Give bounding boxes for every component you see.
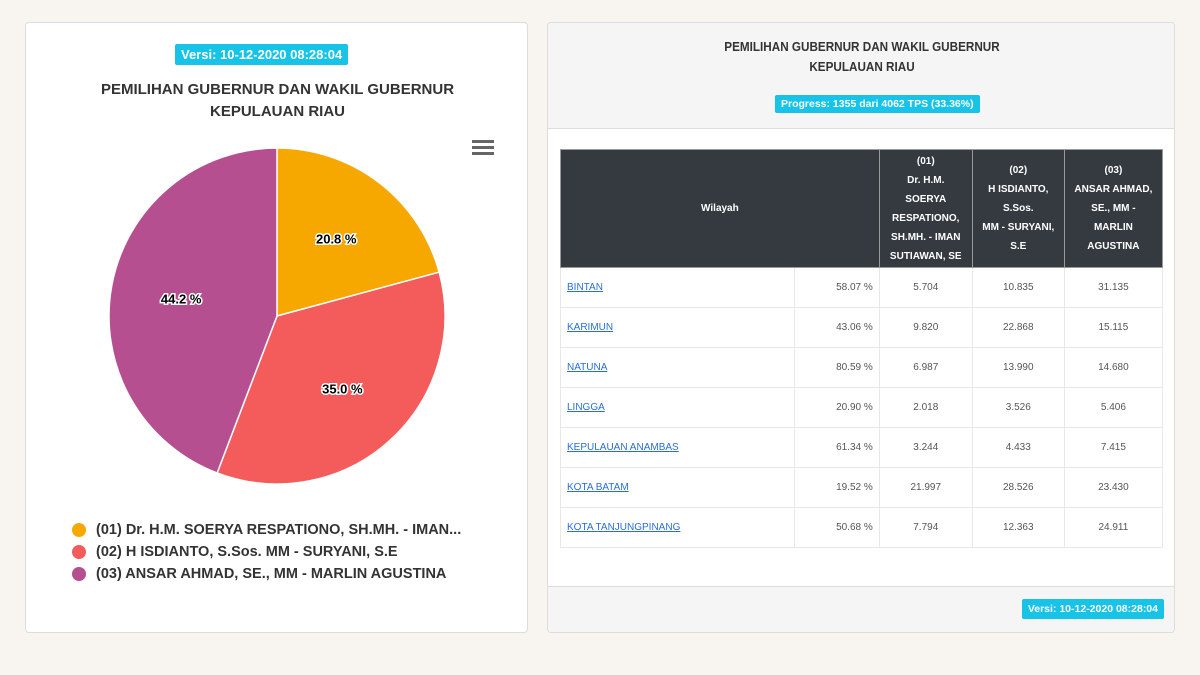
region-name-cell: NATUNA (560, 347, 795, 388)
region-name-cell: KOTA BATAM (560, 467, 795, 508)
votes-02-cell: 28.526 (971, 467, 1065, 508)
votes-01-cell: 21.997 (878, 467, 973, 508)
legend-dot-icon (72, 545, 86, 559)
header-line: AGUSTINA (1087, 241, 1140, 252)
region-name-cell: KEPULAUAN ANAMBAS (560, 427, 795, 468)
votes-03-cell: 7.415 (1063, 427, 1164, 468)
results-header: PEMILIHAN GUBERNUR DAN WAKIL GUBERNUR KE… (548, 23, 1174, 129)
region-name-cell: KOTA TANJUNGPINANG (560, 507, 795, 548)
region-link[interactable]: BINTAN (567, 282, 603, 293)
turnout-percent-cell: 58.07 % (793, 267, 880, 308)
turnout-percent-cell: 43.06 % (793, 307, 880, 348)
table-row: LINGGA 20.90 % 2.018 3.526 5.406 (560, 387, 1164, 428)
results-title-line1: PEMILIHAN GUBERNUR DAN WAKIL GUBERNUR (724, 39, 1000, 54)
header-line: RESPATIONO, (892, 212, 960, 224)
chart-title-line2: KEPULAUAN RIAU (210, 103, 345, 120)
header-line: MM - SURYANI, S.E (982, 222, 1055, 252)
header-candidate-01: (01) Dr. H.M. SOERYA RESPATIONO, SH.MH. - I… (878, 149, 973, 268)
table-row: KEPULAUAN ANAMBAS 61.34 % 3.244 4.433 7.415 (560, 427, 1164, 468)
header-line: SE., MM - MARLIN (1091, 203, 1136, 233)
pie-data-label: 35.0 % (322, 381, 363, 396)
header-line: ANSAR AHMAD, (1074, 184, 1153, 195)
table-row: BINTAN 58.07 % 5.704 10.835 31.135 (560, 267, 1164, 308)
pie-slice[interactable] (108, 147, 278, 474)
header-line: (02) (1009, 165, 1028, 176)
progress-badge: Progress: 1355 dari 4062 TPS (33.36%) (775, 95, 980, 113)
votes-02-cell: 4.433 (971, 427, 1065, 468)
votes-01-cell: 5.704 (878, 267, 973, 308)
legend-item[interactable]: (01) Dr. H.M. SOERYA RESPATIONO, SH.MH. … (72, 519, 461, 541)
votes-01-cell: 6.987 (878, 347, 973, 388)
legend-item[interactable]: (02) H ISDIANTO, S.Sos. MM - SURYANI, S.… (72, 541, 461, 563)
pie-slice[interactable] (276, 147, 441, 317)
legend-label: (02) H ISDIANTO, S.Sos. MM - SURYANI, S.… (96, 544, 398, 560)
pie-data-label: 44.2 % (161, 291, 202, 306)
votes-01-cell: 7.794 (878, 507, 973, 548)
legend-dot-icon (72, 523, 86, 537)
region-name-cell: KARIMUN (560, 307, 795, 348)
header-line: SH.MH. - IMAN (891, 231, 961, 243)
votes-03-cell: 14.680 (1063, 347, 1164, 388)
results-title-line2: KEPULAUAN RIAU (809, 59, 915, 74)
header-line: Dr. H.M. SOERYA (905, 174, 947, 205)
hamburger-icon[interactable] (472, 140, 494, 158)
table-row: NATUNA 80.59 % 6.987 13.990 14.680 (560, 347, 1164, 388)
votes-02-cell: 22.868 (971, 307, 1065, 348)
header-candidate-03: (03) ANSAR AHMAD, SE., MM - MARLIN AGUSTINA (1063, 149, 1164, 268)
turnout-percent-cell: 20.90 % (793, 387, 880, 428)
pie-chart: 20.8 % 35.0 % 44.2 % (108, 147, 446, 485)
votes-03-cell: 23.430 (1063, 467, 1164, 508)
chart-legend: (01) Dr. H.M. SOERYA RESPATIONO, SH.MH. … (72, 519, 461, 585)
region-link[interactable]: KOTA TANJUNGPINANG (567, 522, 681, 533)
table-row: KOTA BATAM 19.52 % 21.997 28.526 23.430 (560, 467, 1164, 508)
results-table: Wilayah (01) Dr. H.M. SOERYA RESPATIONO, SH… (560, 149, 1164, 548)
table-row: KARIMUN 43.06 % 9.820 22.868 15.115 (560, 307, 1164, 348)
region-name-cell: LINGGA (560, 387, 795, 428)
region-link[interactable]: KARIMUN (567, 322, 614, 333)
region-link[interactable]: KEPULAUAN ANAMBAS (567, 442, 679, 453)
header-line: (03) (1104, 165, 1123, 176)
table-row: KOTA TANJUNGPINANG 50.68 % 7.794 12.363 24.9… (560, 507, 1164, 548)
chart-title: PEMILIHAN GUBERNUR DAN WAKIL GUBERNUR KE… (26, 79, 529, 123)
votes-02-cell: 10.835 (971, 267, 1065, 308)
header-candidate-02: (02) H ISDIANTO, S.Sos. MM - SURYANI, S.E (971, 149, 1065, 268)
region-name-cell: BINTAN (560, 267, 795, 308)
legend-dot-icon (72, 567, 86, 581)
legend-item[interactable]: (03) ANSAR AHMAD, SE., MM - MARLIN AGUST… (72, 563, 461, 585)
votes-03-cell: 24.911 (1063, 507, 1164, 548)
turnout-percent-cell: 61.34 % (793, 427, 880, 468)
version-badge: Versi: 10-12-2020 08:28:04 (1021, 599, 1164, 619)
turnout-percent-cell: 50.68 % (793, 507, 880, 548)
legend-label: (03) ANSAR AHMAD, SE., MM - MARLIN AGUST… (96, 566, 447, 582)
region-link[interactable]: NATUNA (567, 362, 608, 373)
turnout-percent-cell: 80.59 % (793, 347, 880, 388)
votes-03-cell: 31.135 (1063, 267, 1164, 308)
votes-01-cell: 3.244 (878, 427, 973, 468)
votes-03-cell: 5.406 (1063, 387, 1164, 428)
region-link[interactable]: KOTA BATAM (567, 482, 629, 493)
pie-data-label: 20.8 % (316, 232, 357, 247)
region-link[interactable]: LINGGA (567, 402, 605, 413)
turnout-percent-cell: 19.52 % (793, 467, 880, 508)
header-line: (01) (916, 155, 935, 167)
header-wilayah: Wilayah (560, 149, 880, 268)
results-card: PEMILIHAN GUBERNUR DAN WAKIL GUBERNUR KE… (547, 22, 1175, 633)
votes-02-cell: 12.363 (971, 507, 1065, 548)
votes-02-cell: 13.990 (971, 347, 1065, 388)
votes-03-cell: 15.115 (1063, 307, 1164, 348)
legend-label: (01) Dr. H.M. SOERYA RESPATIONO, SH.MH. … (96, 522, 462, 538)
results-footer: Versi: 10-12-2020 08:28:04 (548, 586, 1174, 632)
chart-card: Versi: 10-12-2020 08:28:04 PEMILIHAN GUB… (25, 22, 528, 633)
votes-02-cell: 3.526 (971, 387, 1065, 428)
results-title: PEMILIHAN GUBERNUR DAN WAKIL GUBERNUR KE… (579, 37, 1144, 77)
header-line: H ISDIANTO, S.Sos. (988, 184, 1049, 214)
header-line: SUTIAWAN, SE (889, 250, 962, 262)
chart-title-line1: PEMILIHAN GUBERNUR DAN WAKIL GUBERNUR (100, 81, 455, 98)
votes-01-cell: 9.820 (878, 307, 973, 348)
votes-01-cell: 2.018 (878, 387, 973, 428)
version-badge: Versi: 10-12-2020 08:28:04 (175, 44, 349, 65)
